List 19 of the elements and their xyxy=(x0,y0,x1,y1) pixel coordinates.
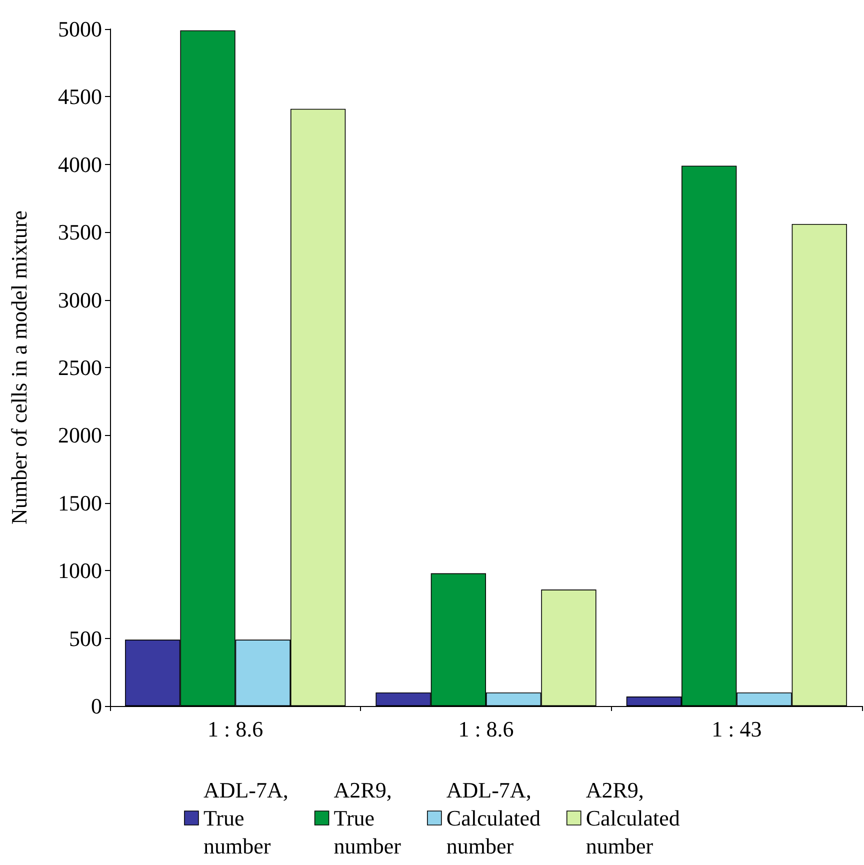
y-tick-label: 5000 xyxy=(58,16,102,42)
y-tick-label: 4000 xyxy=(58,152,102,177)
y-tick-label: 1500 xyxy=(58,490,102,516)
x-tick-label: 1 : 8.6 xyxy=(208,716,264,742)
y-tick-label: 500 xyxy=(69,626,102,651)
y-axis-title: Number of cells in a model mixture xyxy=(6,210,32,525)
y-tick-label: 2500 xyxy=(58,355,102,380)
x-tick-label: 1 : 8.6 xyxy=(458,716,514,742)
y-tick-label: 3500 xyxy=(58,220,102,245)
legend-label: A2R9, True number xyxy=(334,778,402,858)
y-tick-label: 2000 xyxy=(58,422,102,448)
x-tick-label: 1 : 43 xyxy=(712,716,762,742)
y-tick-label: 3000 xyxy=(58,287,102,312)
y-tick-label: 1000 xyxy=(58,558,102,584)
y-tick-label: 0 xyxy=(91,694,102,718)
y-tick-label: 4500 xyxy=(58,84,102,110)
legend-label: ADL-7A, True number xyxy=(203,778,288,858)
legend-label: A2R9, Calculated number xyxy=(586,778,680,858)
legend-label: ADL-7A, Calculated number xyxy=(446,778,540,858)
